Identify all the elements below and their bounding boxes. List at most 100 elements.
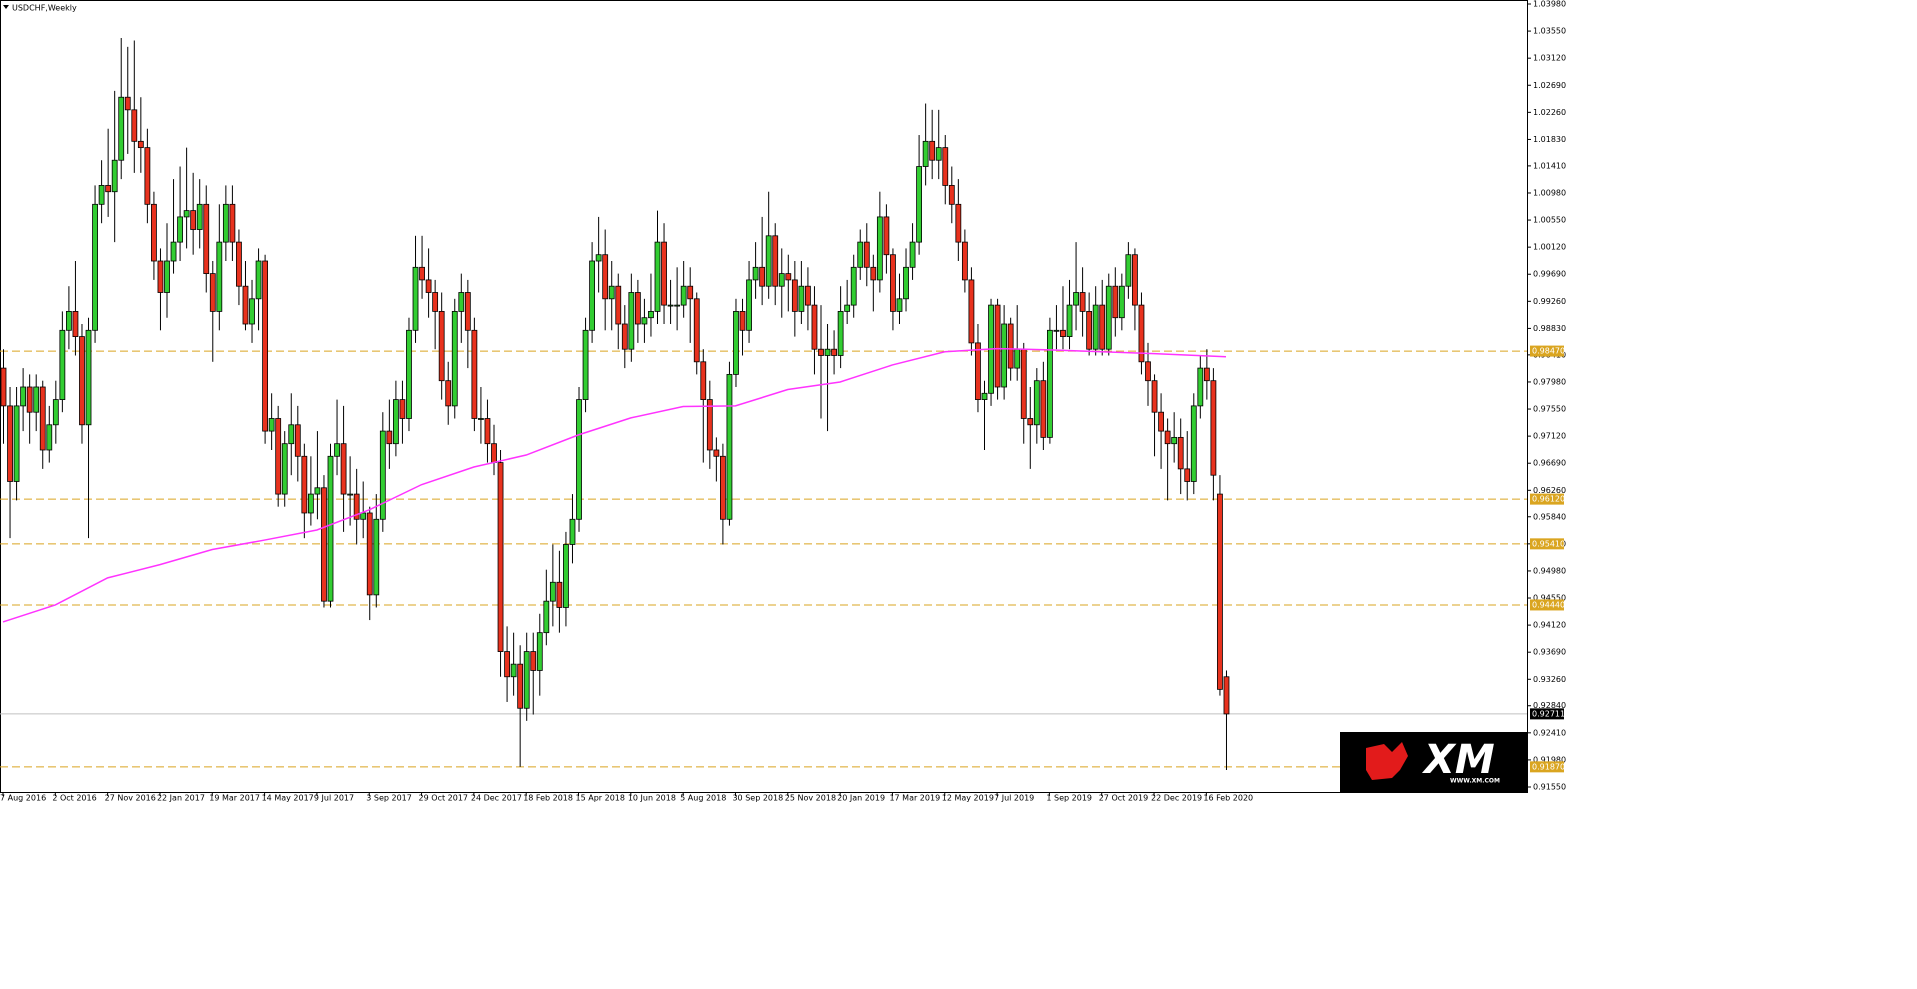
candle-body bbox=[883, 216, 890, 256]
candle-body bbox=[661, 241, 667, 306]
candle-body bbox=[360, 512, 367, 520]
candle-body bbox=[288, 424, 295, 445]
candle-body bbox=[39, 386, 46, 451]
candle-body bbox=[563, 544, 569, 608]
candle-body bbox=[137, 140, 144, 149]
candle-body bbox=[896, 298, 903, 312]
candle-body bbox=[504, 651, 510, 678]
candle-body bbox=[752, 266, 759, 281]
candle-body bbox=[301, 455, 308, 514]
candle-body bbox=[1053, 329, 1060, 332]
candle-body bbox=[1217, 493, 1223, 690]
candle-body bbox=[543, 600, 550, 634]
logo-url: WWW.XM.COM bbox=[1450, 778, 1500, 785]
logo-bull bbox=[1366, 742, 1408, 780]
candle-body bbox=[765, 235, 772, 287]
candle-body bbox=[249, 298, 255, 325]
candle-body bbox=[1033, 380, 1040, 426]
candle-body bbox=[177, 216, 183, 243]
candle-body bbox=[327, 455, 334, 602]
y-tick-label: 0.94980 bbox=[1533, 566, 1566, 575]
y-tick-label: 1.03980 bbox=[1533, 0, 1566, 9]
y-tick-label: 0.97120 bbox=[1533, 432, 1566, 441]
watermark: XM WWW.XM.COM bbox=[1340, 732, 1527, 792]
level-label-box bbox=[1530, 345, 1564, 357]
candle-body bbox=[26, 386, 33, 413]
candle-body bbox=[203, 203, 210, 275]
candle-body bbox=[445, 380, 452, 407]
candle-body bbox=[994, 304, 1001, 388]
x-tick-label: 14 May 2017 bbox=[262, 794, 314, 803]
candle-body bbox=[46, 424, 53, 451]
candle-body bbox=[7, 405, 13, 482]
last-price-box bbox=[1530, 708, 1564, 720]
candle-body bbox=[0, 367, 7, 407]
candle-body bbox=[948, 185, 955, 205]
y-tick-label: 0.94120 bbox=[1533, 621, 1566, 630]
y-tick-label: 1.02260 bbox=[1533, 108, 1566, 117]
candle-body bbox=[798, 285, 805, 312]
candle-body bbox=[785, 273, 792, 281]
y-tick-label: 0.98830 bbox=[1533, 324, 1566, 333]
candle-body bbox=[412, 266, 419, 331]
candle-body bbox=[1210, 380, 1217, 476]
y-tick-label: 1.00120 bbox=[1533, 243, 1566, 252]
candle-body bbox=[222, 203, 229, 243]
x-tick-label: 16 Feb 2020 bbox=[1203, 794, 1253, 803]
candle-body bbox=[144, 147, 151, 205]
level-label: 0.98470 bbox=[1532, 347, 1565, 356]
candle-body bbox=[170, 241, 177, 262]
candle-body bbox=[52, 399, 59, 426]
candle-body bbox=[1132, 254, 1138, 306]
candle-body bbox=[903, 266, 909, 300]
x-tick-label: 27 Oct 2019 bbox=[1099, 794, 1148, 803]
candle-body bbox=[648, 311, 654, 319]
candle-body bbox=[621, 323, 628, 350]
candle-body bbox=[111, 159, 118, 193]
y-tick-label: 1.03550 bbox=[1533, 27, 1566, 36]
candle-body bbox=[955, 203, 962, 243]
candle-body bbox=[942, 147, 949, 186]
candle-body bbox=[229, 203, 236, 243]
candle-body bbox=[1066, 304, 1073, 338]
last-price-label: 0.92711 bbox=[1532, 709, 1565, 718]
candle-body bbox=[79, 336, 85, 426]
x-tick-label: 2 Oct 2016 bbox=[52, 794, 96, 803]
candle-body bbox=[190, 210, 197, 230]
x-tick-label: 3 Sep 2017 bbox=[366, 794, 412, 803]
candle-body bbox=[13, 405, 20, 482]
x-tick-label: 9 Jul 2017 bbox=[314, 794, 354, 803]
candle-body bbox=[183, 210, 190, 218]
candle-body bbox=[576, 399, 582, 520]
candle-body bbox=[1203, 367, 1210, 382]
candle-body bbox=[464, 292, 471, 331]
candle-body bbox=[739, 311, 746, 331]
x-tick-label: 19 Mar 2017 bbox=[209, 794, 260, 803]
candle-body bbox=[687, 285, 694, 300]
y-tick-label: 0.97980 bbox=[1533, 377, 1566, 386]
candle-body bbox=[595, 254, 602, 262]
candle-body bbox=[1171, 436, 1178, 445]
candle-body bbox=[1118, 285, 1125, 319]
candle-body bbox=[582, 329, 589, 400]
candle-body bbox=[33, 386, 40, 413]
candle-body bbox=[1060, 329, 1066, 338]
moving-average bbox=[2, 347, 1227, 623]
candle-body bbox=[1092, 304, 1099, 350]
candle-body bbox=[831, 348, 837, 356]
y-tick-label: 0.97550 bbox=[1533, 405, 1566, 414]
candle-body bbox=[556, 581, 563, 608]
menu-arrow[interactable] bbox=[3, 5, 9, 9]
candle-body bbox=[1177, 436, 1184, 470]
candle-body bbox=[634, 292, 641, 325]
candle-body bbox=[909, 241, 916, 268]
candle-body bbox=[713, 449, 720, 457]
candle-body bbox=[386, 430, 393, 445]
candle-body bbox=[733, 311, 739, 375]
y-tick-label: 0.91980 bbox=[1533, 755, 1566, 764]
candle-body bbox=[1099, 304, 1106, 350]
candle-body bbox=[935, 147, 942, 161]
candle-body bbox=[549, 581, 556, 602]
candle-body bbox=[517, 663, 524, 709]
